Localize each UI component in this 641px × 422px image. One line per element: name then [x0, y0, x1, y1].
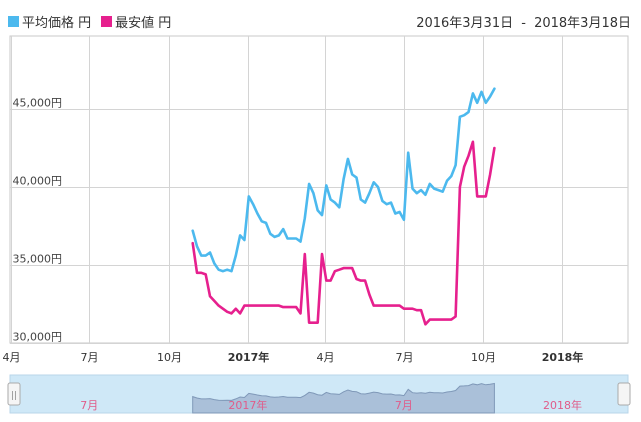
navigator-label: 2018年: [543, 398, 582, 412]
legend-item-avg[interactable]: 平均価格 円: [8, 12, 91, 31]
date-range-to: 2018年3月18日: [534, 16, 631, 31]
legend-item-min[interactable]: 最安値 円: [101, 12, 171, 31]
x-tick-label: 10月: [471, 351, 496, 364]
date-range-sep: -: [521, 16, 526, 31]
legend-label-avg: 平均価格 円: [22, 16, 92, 31]
series-line-avg: [191, 87, 496, 273]
date-range-from: 2016年3月31日: [416, 16, 514, 31]
x-tick-label: 7月: [396, 351, 414, 364]
navigator-area: [192, 382, 495, 414]
navigator-handle-left[interactable]: [7, 382, 21, 406]
x-tick-label: 10月: [157, 351, 182, 364]
legend-swatch-avg: [8, 16, 19, 27]
y-tick-label: 30,000円: [13, 331, 63, 344]
date-range: 2016年3月31日 - 2018年3月18日: [414, 12, 633, 31]
x-tick-label: 4月: [3, 351, 21, 364]
x-tick-label: 2017年: [228, 350, 270, 364]
series-line-min: [191, 140, 496, 326]
legend: 平均価格 円 最安値 円: [8, 12, 181, 31]
y-tick-label: 45,000円: [13, 97, 63, 110]
x-tick-label: 7月: [81, 351, 99, 364]
x-tick-label: 2018年: [542, 350, 584, 364]
navigator-label: 7月: [395, 399, 413, 412]
legend-label-min: 最安値 円: [115, 16, 172, 31]
navigator-handle-right[interactable]: [617, 382, 631, 406]
navigator-label: 2017年: [228, 398, 267, 412]
y-tick-label: 40,000円: [13, 175, 63, 188]
y-tick-label: 35,000円: [13, 253, 63, 266]
navigator-label: 7月: [80, 399, 98, 412]
navigator-handle-grip: ||: [11, 391, 17, 401]
x-tick-label: 4月: [317, 351, 335, 364]
legend-swatch-min: [101, 16, 113, 27]
